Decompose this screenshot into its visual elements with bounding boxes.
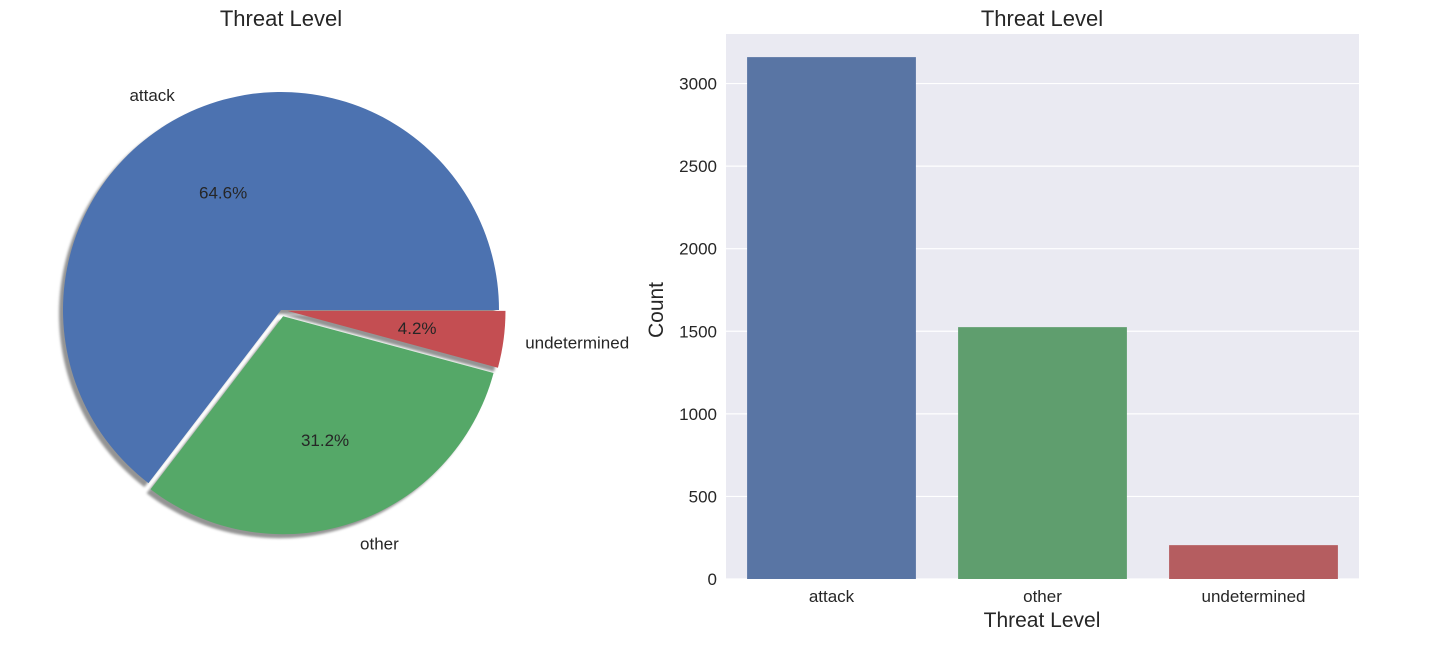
bar-y-tick-0: 0 — [708, 570, 717, 589]
bar-undetermined — [1169, 545, 1338, 579]
pie-percent-label-attack: 64.6% — [199, 184, 247, 203]
bar-y-tick-1500: 1500 — [679, 322, 717, 341]
pie-slice-label-attack: attack — [129, 86, 175, 105]
bar-y-tick-labels: 0 500 1000 1500 2000 2500 3000 — [679, 75, 717, 589]
bar-marks — [747, 57, 1338, 579]
pie-slice-undetermined — [287, 310, 506, 368]
bar-chart: Threat Level 0 500 1000 1500 2000 2500 3000 at… — [645, 6, 1359, 632]
bar-x-axis-label: Threat Level — [984, 609, 1101, 632]
pie-percent-label-undetermined: 4.2% — [398, 319, 437, 338]
bar-attack — [747, 57, 916, 579]
pie-chart-title: Threat Level — [220, 6, 342, 31]
bar-y-tick-2500: 2500 — [679, 157, 717, 176]
bar-y-tick-3000: 3000 — [679, 75, 717, 94]
bar-chart-title: Threat Level — [981, 6, 1103, 31]
bar-x-tick-other: other — [1023, 587, 1062, 606]
pie-percent-label-other: 31.2% — [301, 431, 349, 450]
pie-labels: attack 64.6% other 31.2% undetermined 4.2% — [129, 86, 629, 553]
pie-slice-attack — [62, 91, 499, 484]
bar-y-tick-500: 500 — [689, 487, 717, 506]
bar-y-axis-label: Count — [645, 282, 668, 338]
bar-x-tick-attack: attack — [809, 587, 855, 606]
pie-slice-label-undetermined: undetermined — [525, 333, 629, 352]
pie-slice-other — [150, 316, 494, 535]
bar-y-tick-2000: 2000 — [679, 240, 717, 259]
bar-x-tick-labels: attack other undetermined — [809, 587, 1306, 606]
pie-slice-label-other: other — [360, 534, 399, 553]
pie-chart: Threat Level attack 64.6% other 31.2% undete… — [58, 6, 629, 553]
bar-x-tick-undetermined: undetermined — [1202, 587, 1306, 606]
bar-other — [958, 327, 1127, 579]
bar-y-tick-1000: 1000 — [679, 405, 717, 424]
pie-slices — [62, 91, 506, 535]
